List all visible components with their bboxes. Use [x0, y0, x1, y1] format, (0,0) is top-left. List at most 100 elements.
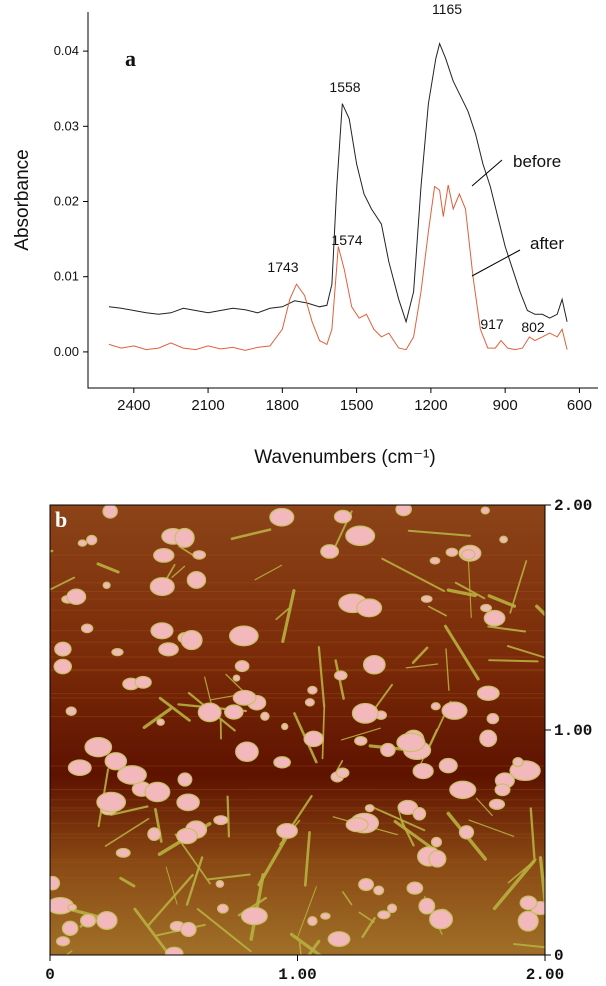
- particle: [67, 759, 92, 777]
- particle: [488, 798, 506, 810]
- particle: [232, 674, 241, 682]
- particle: [158, 642, 179, 657]
- particle: [86, 534, 98, 546]
- series-label: after: [530, 234, 564, 253]
- particle: [79, 913, 97, 928]
- fiber: [358, 911, 375, 923]
- fiber: [109, 805, 149, 816]
- particle: [228, 625, 259, 647]
- particle: [517, 910, 539, 932]
- x-tick-label: 900: [493, 397, 518, 414]
- x-tick-label: 1200: [414, 397, 447, 414]
- fiber: [185, 856, 204, 906]
- fiber: [507, 858, 537, 884]
- particle: [483, 609, 506, 627]
- fiber: [468, 819, 515, 837]
- particle: [102, 581, 111, 590]
- fiber: [341, 891, 353, 906]
- fiber: [506, 645, 545, 659]
- annotation: a: [125, 46, 136, 71]
- particle: [149, 577, 175, 597]
- afm-image: [50, 505, 545, 955]
- x-axis-title: Wavenumbers (cm⁻¹): [254, 447, 435, 468]
- fiber: [407, 529, 471, 537]
- fiber: [96, 562, 120, 574]
- particle: [176, 827, 198, 845]
- particle: [345, 525, 376, 547]
- y-tick-label: 0.01: [54, 269, 79, 284]
- particle: [192, 550, 207, 560]
- fiber: [467, 551, 472, 619]
- fiber: [298, 942, 302, 955]
- fiber: [207, 873, 251, 881]
- particle: [320, 912, 331, 920]
- particle: [260, 711, 270, 721]
- particle: [480, 603, 492, 613]
- particle: [67, 903, 77, 912]
- x-tick-label: 1.00: [278, 966, 316, 984]
- particle: [335, 767, 350, 779]
- particle: [412, 762, 434, 780]
- particle: [115, 847, 131, 858]
- particle: [117, 765, 147, 785]
- particle: [235, 741, 259, 763]
- particle: [396, 732, 426, 753]
- leader-line: [471, 249, 521, 277]
- fiber: [398, 809, 404, 827]
- y-tick-label: 2.00: [554, 497, 592, 515]
- particle: [354, 735, 368, 746]
- y-tick-label: 0: [554, 947, 564, 965]
- particle: [134, 675, 152, 689]
- particle: [54, 641, 72, 657]
- fiber: [196, 908, 252, 953]
- fiber: [446, 588, 477, 598]
- annotation: 1574: [331, 232, 362, 248]
- fiber: [50, 549, 54, 553]
- fiber: [535, 604, 545, 617]
- particle: [395, 505, 412, 517]
- particle: [499, 535, 508, 544]
- fiber: [529, 807, 536, 863]
- fiber: [165, 866, 178, 905]
- fiber: [487, 625, 527, 633]
- fiber: [104, 817, 150, 847]
- fiber: [340, 727, 381, 741]
- fiber: [249, 873, 265, 941]
- particle: [351, 702, 379, 724]
- leader-line: [471, 159, 503, 187]
- particle: [412, 807, 427, 821]
- particle: [307, 916, 318, 927]
- particle: [216, 903, 229, 914]
- fiber: [166, 563, 176, 579]
- particle: [364, 804, 375, 813]
- x-tick-label: 2.00: [526, 966, 564, 984]
- x-tick-label: 600: [567, 397, 592, 414]
- particle: [156, 718, 165, 726]
- particle: [232, 689, 257, 706]
- x-tick-label: 2100: [191, 397, 224, 414]
- particle: [430, 702, 441, 711]
- annotation: 1558: [329, 79, 360, 95]
- x-tick-label: 2400: [117, 397, 150, 414]
- annotation: 1165: [432, 1, 462, 17]
- fiber: [509, 560, 528, 614]
- particle: [479, 729, 498, 748]
- fiber: [411, 646, 429, 664]
- x-tick-label: 0: [45, 966, 55, 984]
- annotation: 1743: [267, 259, 298, 275]
- particle: [480, 506, 490, 515]
- fiber: [50, 576, 76, 591]
- particle: [356, 598, 383, 618]
- particle: [358, 877, 375, 892]
- particle: [519, 895, 538, 911]
- particle: [430, 836, 443, 848]
- fiber: [230, 528, 272, 541]
- particle: [174, 527, 195, 548]
- y-tick-label: 0.02: [54, 194, 79, 209]
- fiber: [297, 886, 317, 938]
- particle: [429, 909, 454, 930]
- fiber: [443, 624, 480, 681]
- particle: [50, 875, 61, 891]
- particle: [441, 701, 468, 720]
- particle: [449, 780, 477, 800]
